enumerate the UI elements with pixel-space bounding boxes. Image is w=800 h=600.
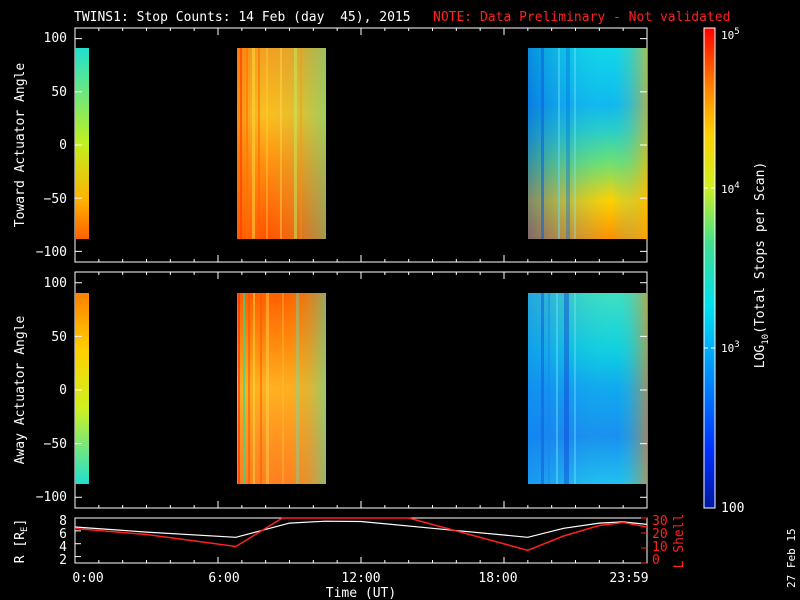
xtick-2359: 23:59 — [609, 571, 648, 586]
ylabel-toward: Toward Actuator Angle — [13, 63, 28, 228]
colorbar-label: LOG10(Total Stops per Scan) — [753, 162, 771, 369]
colorbar-tick-100: 100 — [721, 501, 744, 516]
panel-toward-ticks — [74, 28, 648, 262]
heatmap-streak — [252, 48, 255, 239]
panel-toward: 100 50 0 −50 −100 Toward Actuator Angle — [13, 27, 648, 263]
xtick-0600: 6:00 — [208, 571, 239, 586]
ytick-away-m100: −100 — [36, 490, 67, 505]
heatmap-streaks-away — [238, 293, 576, 484]
ytick-toward-50: 50 — [51, 85, 67, 100]
xtick-1200: 12:00 — [341, 571, 380, 586]
ytick-toward-100: 100 — [44, 31, 67, 46]
heatmap-streak — [240, 48, 242, 239]
heatmap-streak — [253, 293, 255, 484]
xtick-1800: 18:00 — [478, 571, 517, 586]
heatmap-streak — [296, 293, 299, 484]
heatmap-streaks-toward — [240, 48, 576, 239]
heatmap-streak — [282, 293, 284, 484]
series-lshell-line — [74, 517, 648, 552]
colorbar-tick-1e5: 105 — [721, 27, 740, 42]
chart-title: TWINS1: Stop Counts: 14 Feb (day 45), 20… — [74, 10, 411, 25]
ytick-r-6: 6 — [59, 527, 67, 542]
heatmap-streak — [541, 293, 544, 484]
colorbar-gradient — [703, 27, 716, 509]
heatmap-streak — [280, 48, 282, 239]
heatmap-streak — [574, 48, 576, 239]
series-r-line — [74, 520, 648, 538]
ytick-toward-m100: −100 — [36, 245, 67, 260]
heatmap-block-toward-1 — [75, 48, 89, 239]
heatmap-streak — [266, 293, 269, 484]
heatmap-streak — [564, 293, 569, 484]
heatmap-streak — [246, 48, 248, 239]
ytick-away-100: 100 — [44, 276, 67, 291]
xlabel-time: Time (UT) — [326, 586, 396, 600]
panel-away-data — [75, 293, 647, 484]
ytick-lshell-10: 10 — [652, 540, 668, 555]
colorbar: 105 104 103 100 LOG10(Total Stops per Sc… — [703, 27, 771, 516]
ytick-r-2: 2 — [59, 553, 67, 568]
panel-orbit-ticks — [74, 517, 648, 564]
ylabel-away: Away Actuator Angle — [13, 315, 28, 464]
footer-date: 27 Feb 15 — [785, 528, 798, 588]
heatmap-block-away-1 — [75, 293, 89, 484]
heatmap-streak — [566, 48, 570, 239]
ytick-lshell-30: 30 — [652, 514, 668, 529]
ytick-toward-0: 0 — [59, 138, 67, 153]
ytick-r-4: 4 — [59, 540, 67, 555]
xtick-0000: 0:00 — [72, 571, 103, 586]
panel-orbit-frame — [74, 517, 648, 564]
ytick-toward-m50: −50 — [44, 192, 67, 207]
ytick-away-0: 0 — [59, 383, 67, 398]
heatmap-streak — [300, 48, 302, 239]
heatmap-streak — [243, 293, 245, 484]
colorbar-tick-1e3: 103 — [721, 340, 740, 355]
heatmap-streak — [238, 293, 240, 484]
ytick-lshell-0: 0 — [652, 553, 660, 568]
preliminary-note: NOTE: Data Preliminary - Not validated — [433, 10, 730, 25]
ylabel-r: R [RE] — [13, 519, 30, 564]
heatmap-streak — [558, 48, 560, 239]
panel-away: 100 50 0 −50 −100 Away Actuator Angle — [13, 271, 648, 509]
ytick-away-50: 50 — [51, 330, 67, 345]
ytick-away-m50: −50 — [44, 437, 67, 452]
panel-away-ticks — [74, 272, 648, 508]
heatmap-streak — [248, 293, 250, 484]
ytick-lshell-20: 20 — [652, 527, 668, 542]
ylabel-lshell: L Shell — [672, 514, 687, 569]
heatmap-streak — [260, 293, 262, 484]
ytick-r-8: 8 — [59, 514, 67, 529]
panel-orbit: 8 6 4 2 30 20 10 0 R [RE] L Shell 0:00 6… — [13, 514, 687, 600]
panel-toward-data — [75, 48, 647, 239]
heatmap-streak — [294, 48, 297, 239]
heatmap-streak — [541, 48, 544, 239]
colorbar-tick-1e4: 104 — [721, 181, 740, 196]
heatmap-streak — [548, 293, 550, 484]
heatmap-streak — [574, 293, 576, 484]
heatmap-streak — [556, 293, 558, 484]
heatmap-streak — [258, 48, 260, 239]
orbit-lines — [74, 517, 648, 552]
heatmap-streak — [266, 48, 268, 239]
